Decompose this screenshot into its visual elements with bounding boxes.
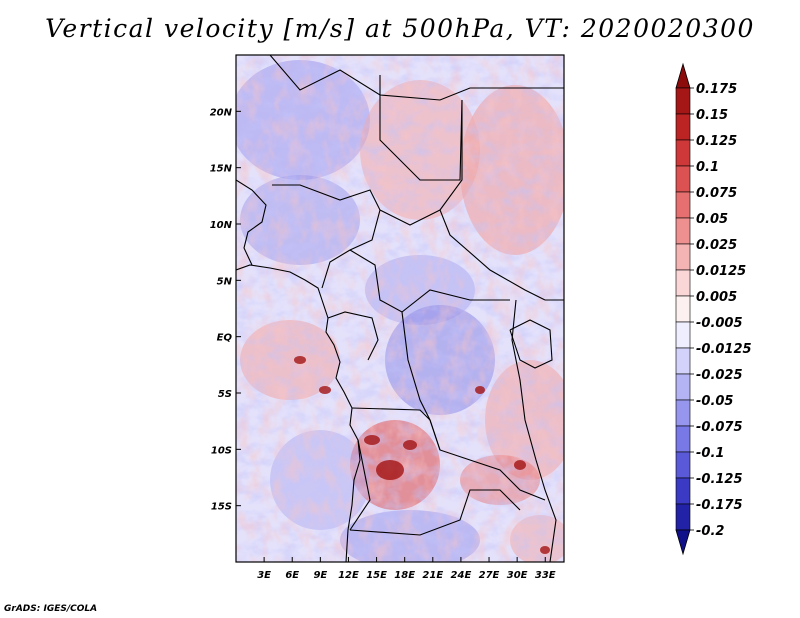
colorbar-segment [675,217,691,245]
colorbar-segment [675,295,691,323]
lat-tick-label: 5S [218,389,232,400]
lon-tick-label: 24E [451,570,472,581]
colorbar-segment [675,243,691,271]
colorbar-label: -0.1 [696,446,724,461]
colorbar-segment [675,477,691,505]
lon-tick-label: 18E [394,570,415,581]
colorbar-label: -0.025 [696,368,743,383]
map-frame [235,54,565,563]
lat-tick-label: 10N [210,220,233,231]
lon-tick-label: 27E [479,570,500,581]
colorbar-label: 0.05 [696,212,728,227]
colorbar-segment [675,503,691,531]
colorbar-label: -0.075 [696,420,743,435]
colorbar-segment [675,425,691,453]
colorbar-label: 0.005 [696,290,737,305]
lon-tick-label: 30E [507,570,528,581]
coastlines-borders [236,55,564,562]
colorbar-label: 0.0125 [696,264,746,279]
lat-tick-label: 20N [210,107,233,118]
lat-tick-label: 10S [211,445,232,456]
lat-tick-label: 15N [210,164,233,175]
lon-tick-label: 12E [338,570,359,581]
velocity-field [236,55,564,562]
colorbar-label: 0.175 [696,82,737,97]
colorbar-segment [675,191,691,219]
colorbar-label: 0.075 [696,186,737,201]
colorbar-label: 0.1 [696,160,719,175]
lon-tick-label: 6E [285,570,299,581]
colorbar-segment [675,113,691,141]
colorbar-label: -0.05 [696,394,733,409]
colorbar-segment [675,269,691,297]
lon-tick-label: 3E [257,570,271,581]
longitude-axis: 3E 6E 9E 12E 15E 18E 21E 24E 27E 30E 33E [257,557,556,581]
lat-tick-label: 5N [217,276,233,287]
colorbar-segment [675,451,691,479]
colorbar-segment [675,321,691,349]
colorbar-segment [675,373,691,401]
latitude-axis: 20N 15N 10N 5N EQ 5S 10S 15S [210,107,241,513]
colorbar-label: -0.005 [696,316,743,331]
chart-title: Vertical velocity [m/s] at 500hPa, VT: 2… [45,14,755,43]
lon-tick-label: 9E [313,570,327,581]
colorbar-label: -0.0125 [696,342,752,357]
colorbar-bottom-arrow [675,529,691,556]
colorbar-label: -0.125 [696,472,743,487]
colorbar-label: -0.175 [696,498,743,513]
colorbar-segment [675,399,691,427]
colorbar-segment [675,87,691,115]
colorbar-label: 0.125 [696,134,737,149]
colorbar-segment [675,139,691,167]
colorbar-label: 0.025 [696,238,737,253]
colorbar: 0.175 0.15 0.125 0.1 0.075 0.05 0.025 0.0125 0.0… [675,62,752,556]
lon-tick-label: 33E [535,570,556,581]
grads-credit: GrADS: IGES/COLA [4,604,98,614]
colorbar-segment [675,347,691,375]
colorbar-label: -0.2 [696,524,724,539]
colorbar-label: 0.15 [696,108,728,123]
lat-tick-label: 15S [211,502,232,513]
colorbar-top-arrow [675,62,691,89]
lon-tick-label: 21E [422,570,443,581]
colorbar-segment [675,165,691,193]
lat-tick-label: EQ [217,333,233,344]
lon-tick-label: 15E [366,570,387,581]
